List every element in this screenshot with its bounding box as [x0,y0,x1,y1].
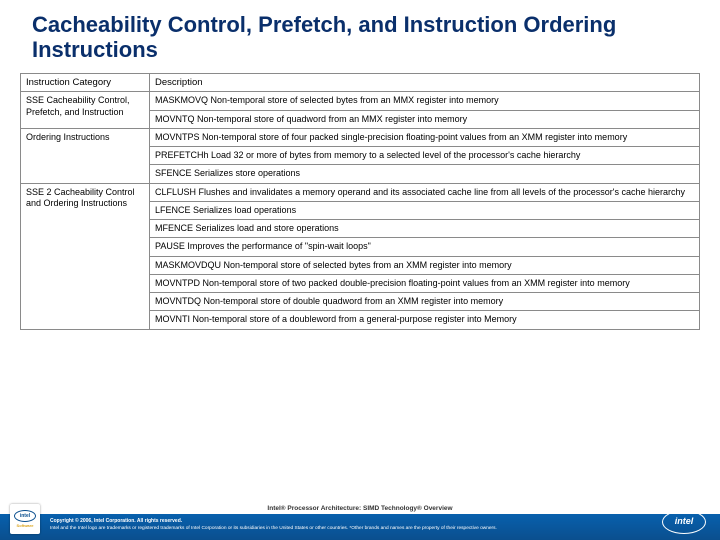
category-sse-a: SSE Cacheability Control, Prefetch, and … [21,92,150,129]
desc-cell: SFENCE Serializes store operations [150,165,700,183]
table-row: SSE 2 Cacheability Control and Ordering … [21,183,700,201]
desc-cell: MASKMOVDQU Non-temporal store of selecte… [150,256,700,274]
header-category: Instruction Category [21,73,150,92]
desc-cell: MOVNTDQ Non-temporal store of double qua… [150,293,700,311]
footer-midline: Intel® Processor Architecture: SIMD Tech… [0,501,720,514]
intel-logo: intel [662,510,706,534]
desc-cell: MFENCE Serializes load and store operati… [150,220,700,238]
page-title: Cacheability Control, Prefetch, and Inst… [20,12,700,63]
legal-text: Intel and the Intel logo are trademarks … [50,526,710,532]
slide-footer: Intel® Processor Architecture: SIMD Tech… [0,501,720,540]
footer-band: intel Software Copyright © 2006, Intel C… [0,514,720,540]
header-row: Instruction Category Description [21,73,700,92]
desc-cell: MOVNTQ Non-temporal store of quadword fr… [150,110,700,128]
instruction-table: Instruction Category Description SSE Cac… [20,73,700,330]
software-label: Software [17,523,34,528]
desc-cell: MASKMOVQ Non-temporal store of selected … [150,92,700,110]
intel-software-logo: intel Software [10,504,40,534]
category-sse-b: Ordering Instructions [21,128,150,183]
table-row: Ordering Instructions MOVNTPS Non-tempor… [21,128,700,146]
table-row: SSE Cacheability Control, Prefetch, and … [21,92,700,110]
slide-container: Cacheability Control, Prefetch, and Inst… [0,0,720,540]
desc-cell: LFENCE Serializes load operations [150,201,700,219]
desc-cell: MOVNTPD Non-temporal store of two packed… [150,274,700,292]
desc-cell: PAUSE Improves the performance of "spin-… [150,238,700,256]
category-sse2: SSE 2 Cacheability Control and Ordering … [21,183,150,329]
intel-oval-icon: intel [14,510,36,522]
desc-cell: MOVNTPS Non-temporal store of four packe… [150,128,700,146]
desc-cell: PREFETCHh Load 32 or more of bytes from … [150,147,700,165]
desc-cell: MOVNTI Non-temporal store of a doublewor… [150,311,700,329]
header-description: Description [150,73,700,92]
desc-cell: CLFLUSH Flushes and invalidates a memory… [150,183,700,201]
copyright-text: Copyright © 2006, Intel Corporation. All… [50,518,710,525]
